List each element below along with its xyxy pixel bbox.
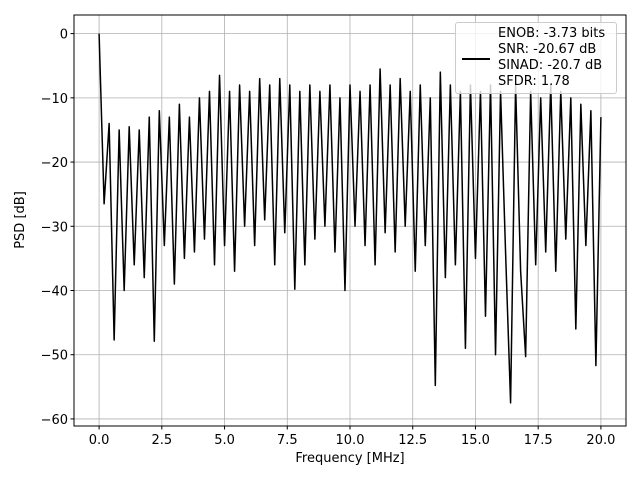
y-tick-label: 0	[60, 28, 68, 43]
x-tick-label: 20.0	[586, 433, 615, 448]
x-tick-label: 7.5	[277, 433, 298, 448]
y-tick-label: −40	[41, 284, 68, 299]
legend-label: ENOB: -3.73 bits SNR: -20.67 dB SINAD: -…	[498, 26, 606, 89]
x-tick-label: 17.5	[524, 433, 553, 448]
y-tick-label: −10	[41, 92, 68, 107]
y-tick-label: −20	[41, 156, 68, 171]
x-tick-label: 15.0	[461, 433, 490, 448]
x-tick-label: 12.5	[398, 433, 427, 448]
legend-swatch	[462, 58, 490, 60]
x-tick-label: 2.5	[151, 433, 172, 448]
y-tick-label: −50	[41, 349, 68, 364]
x-tick-label: 5.0	[214, 433, 235, 448]
psd-line	[98, 33, 602, 404]
x-axis-label: Frequency [MHz]	[295, 451, 404, 466]
y-tick-label: −30	[41, 220, 68, 235]
x-tick-label: 10.0	[336, 433, 365, 448]
y-tick-label: −60	[41, 413, 68, 428]
x-tick-label: 0.0	[89, 433, 110, 448]
legend: ENOB: -3.73 bits SNR: -20.67 dB SINAD: -…	[455, 22, 617, 94]
y-axis-label: PSD [dB]	[13, 191, 28, 249]
